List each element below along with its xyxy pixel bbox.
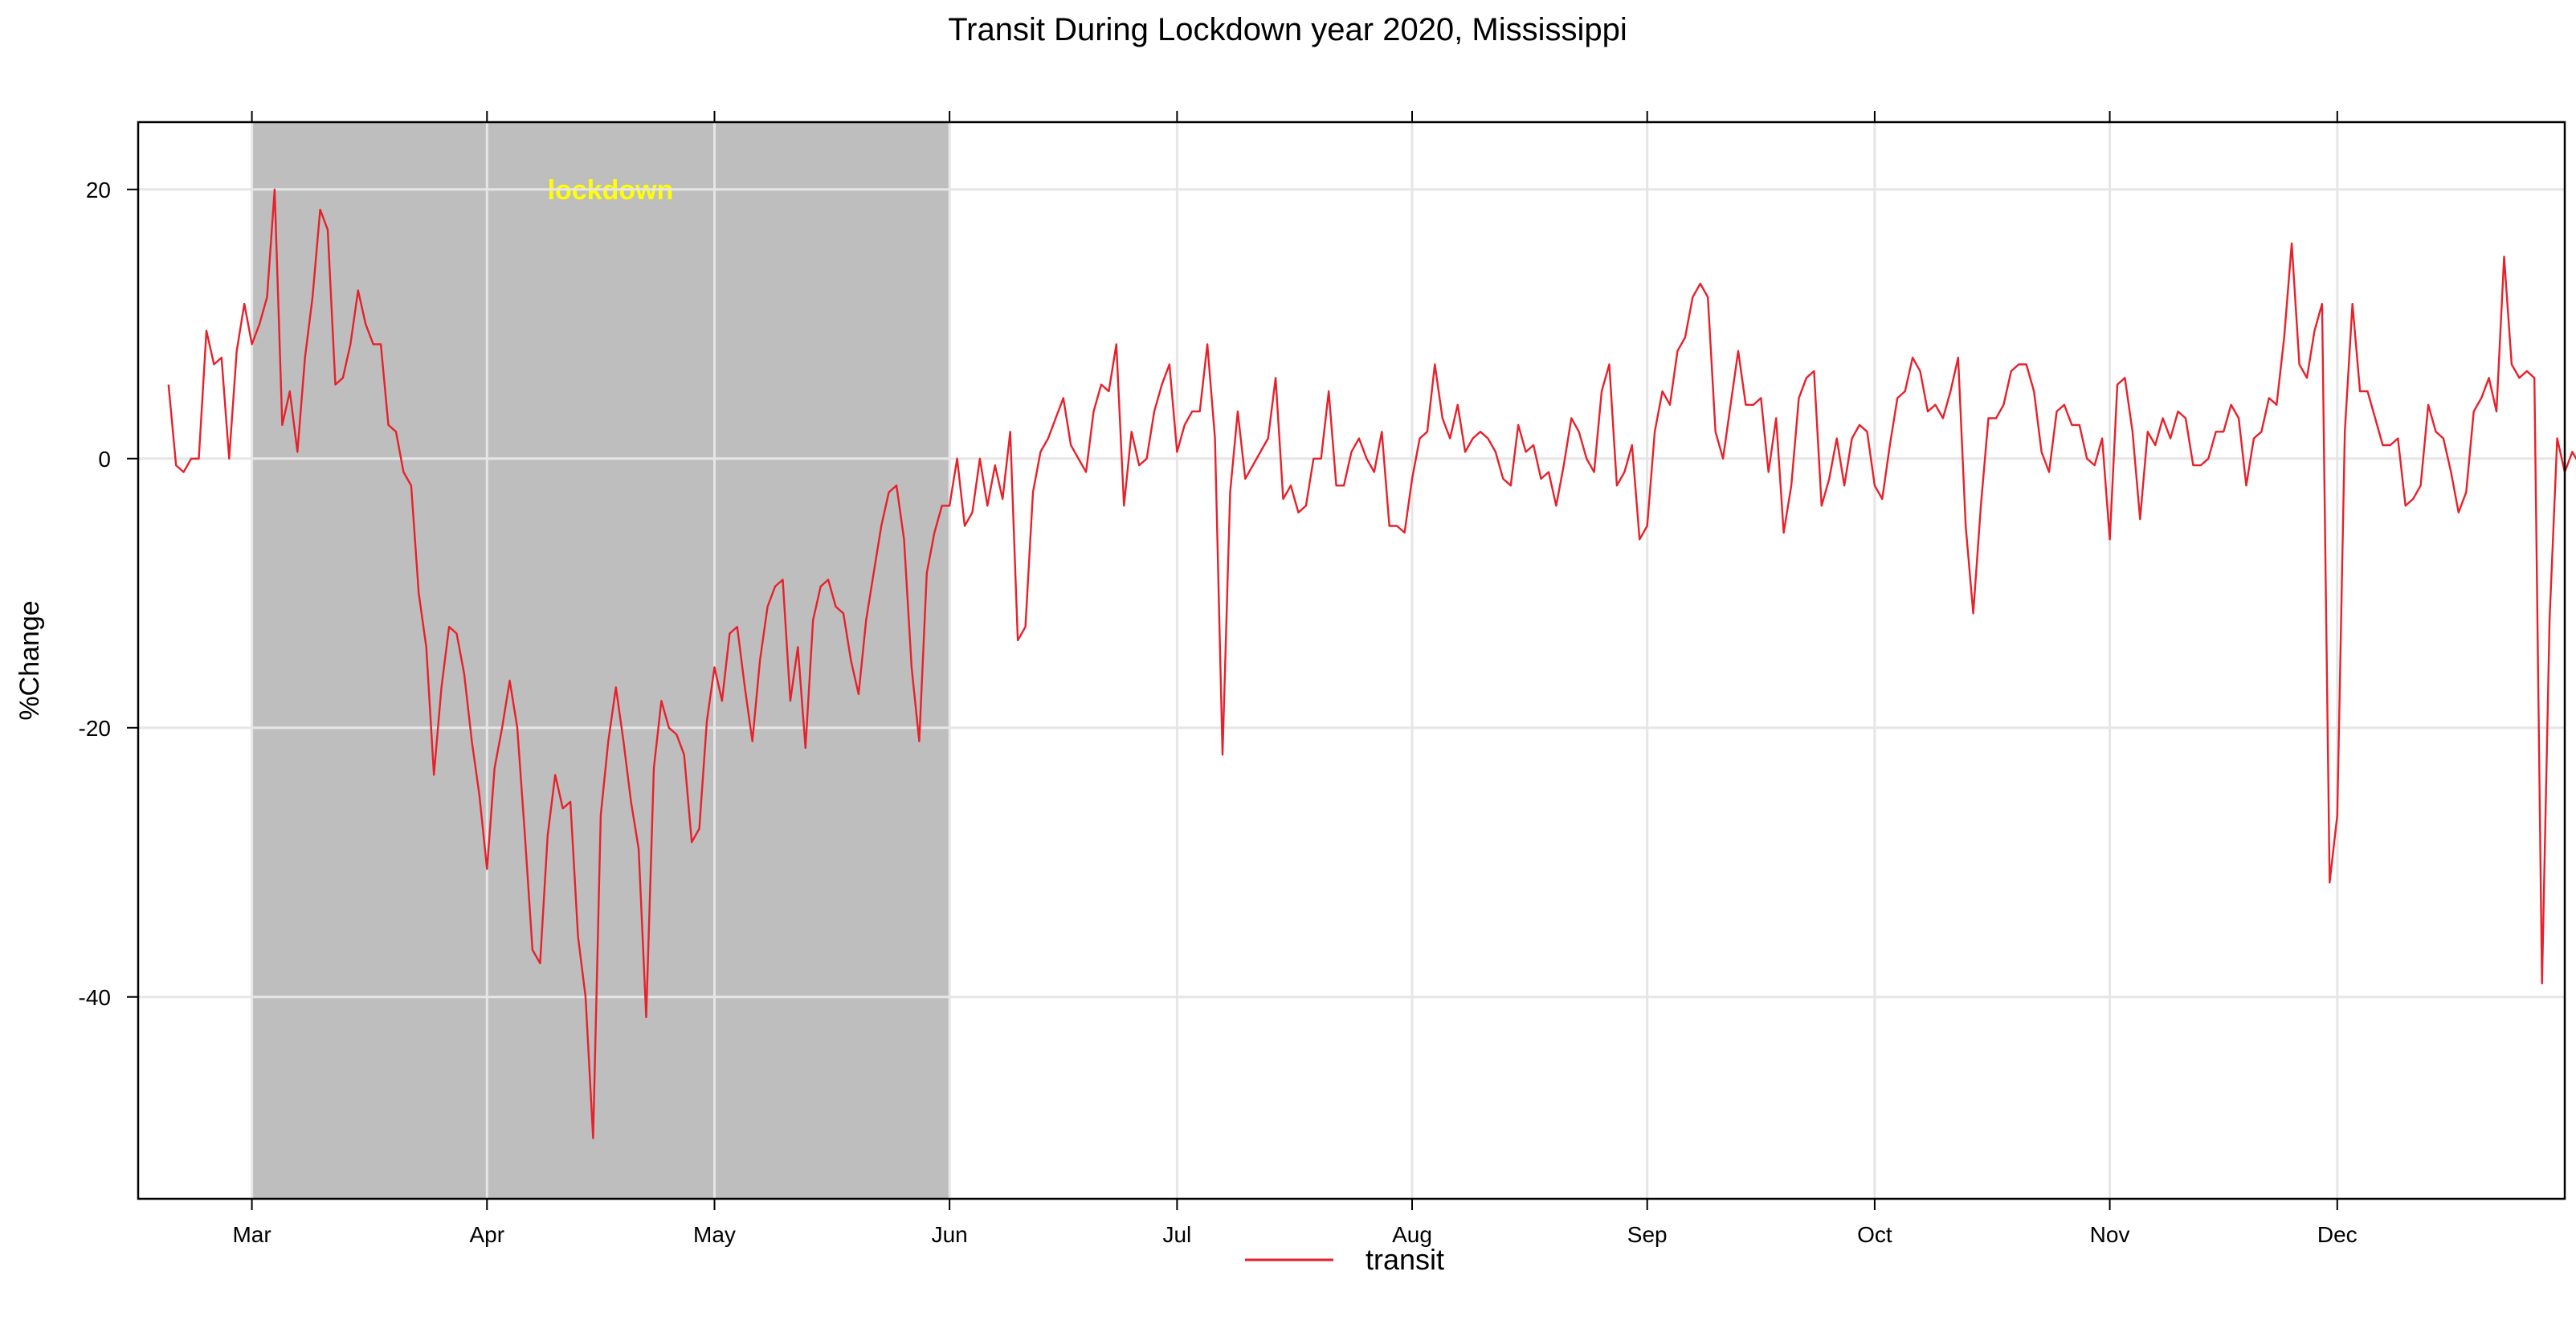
- x-tick-label: Nov: [2090, 1222, 2130, 1247]
- x-tick-label: Oct: [1857, 1222, 1892, 1247]
- x-tick-label: May: [693, 1222, 736, 1247]
- y-axis-label: %Change: [14, 600, 45, 720]
- series-layer: [167, 188, 2576, 1139]
- axes: 20 0 -20 -40 Mar Apr May Jun Jul Aug Sep Oct Nov Dec: [79, 111, 2358, 1247]
- y-tick-label: 0: [98, 447, 111, 472]
- chart-title: Transit During Lockdown year 2020, Missi…: [948, 12, 1627, 47]
- legend: transit: [1245, 1243, 1444, 1276]
- x-tick-label: Apr: [469, 1222, 504, 1247]
- x-tick-label: Mar: [232, 1222, 271, 1247]
- x-tick-label: Aug: [1392, 1222, 1432, 1247]
- grid-lines: [138, 122, 2565, 1199]
- y-tick-label: -40: [79, 985, 111, 1010]
- lockdown-rect: [251, 122, 950, 1199]
- x-tick-label: Jul: [1162, 1222, 1191, 1247]
- y-tick-label: -20: [79, 716, 111, 741]
- y-tick-label: 20: [86, 178, 111, 202]
- series-line-transit: [167, 188, 2576, 1139]
- x-tick-label: Dec: [2317, 1222, 2358, 1247]
- legend-label-transit: transit: [1366, 1243, 1444, 1276]
- plot-frame: [137, 121, 2566, 1200]
- x-tick-label: Sep: [1627, 1222, 1668, 1247]
- x-tick-label: Jun: [932, 1222, 968, 1247]
- lockdown-shaded-region: lockdown: [251, 122, 950, 1199]
